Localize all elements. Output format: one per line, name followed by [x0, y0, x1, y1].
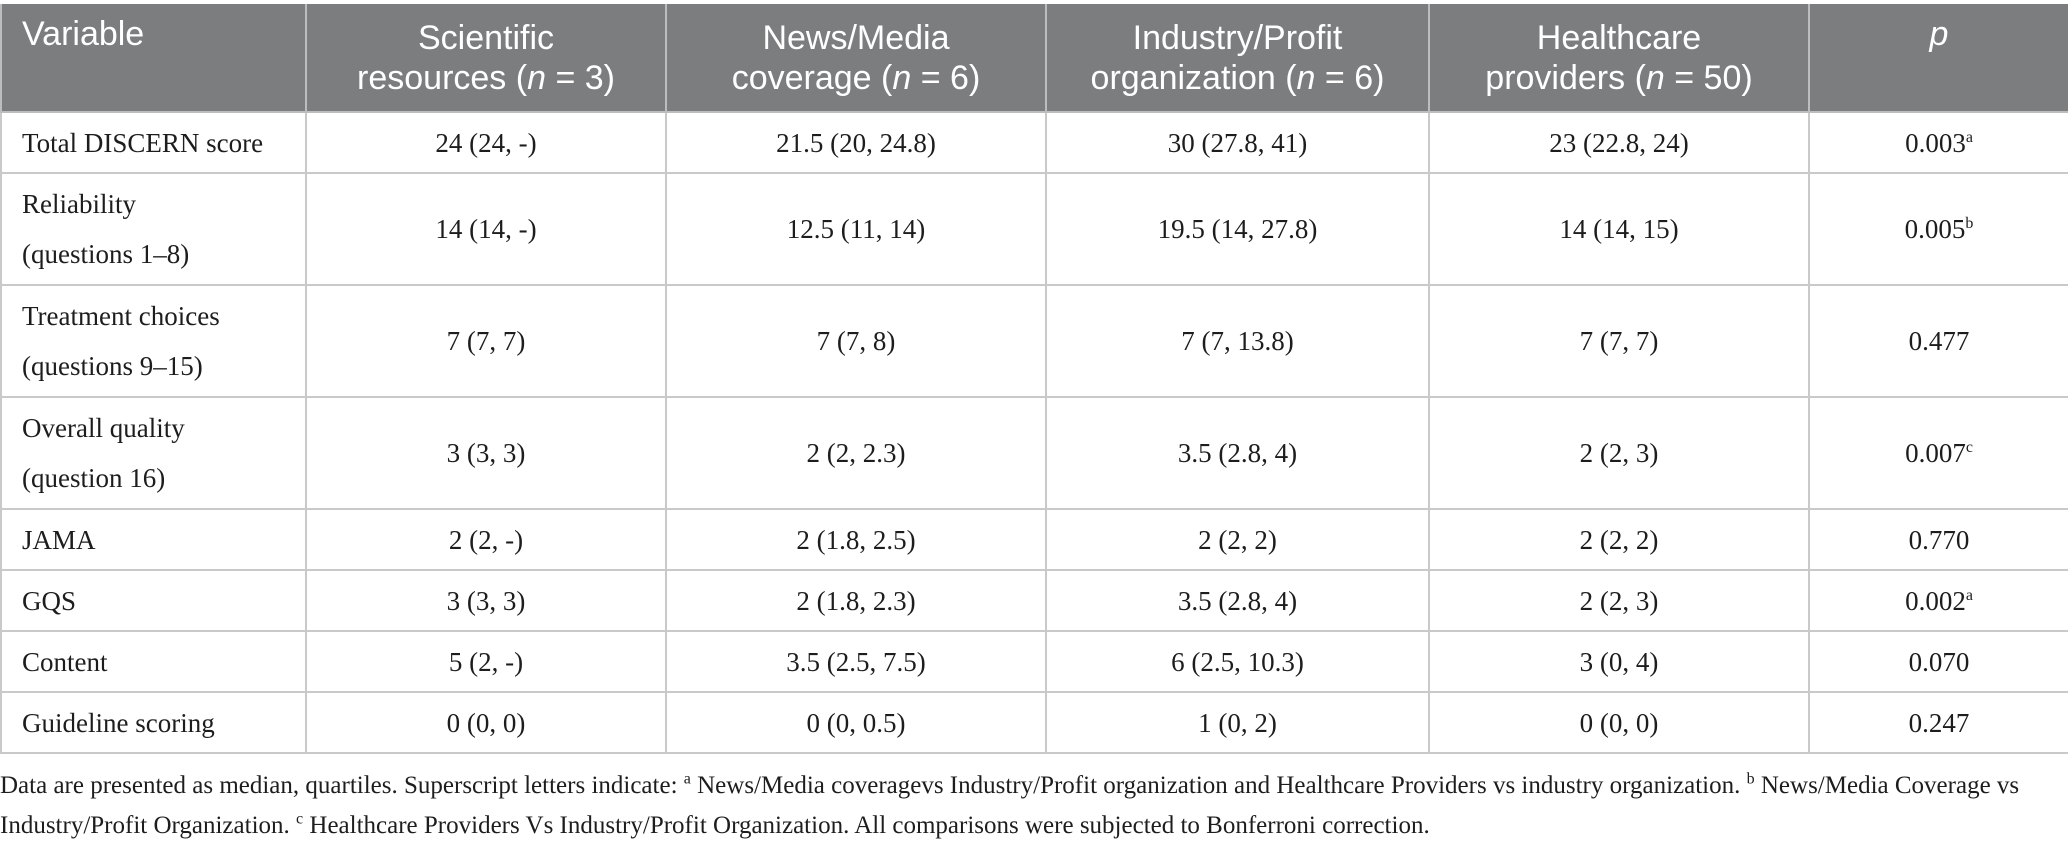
table-row: Reliability (questions 1–8) 14 (14, -) 12…	[0, 172, 2068, 286]
cell-p-value: 0.003a	[1808, 111, 2068, 174]
table-row: Total DISCERN score 24 (24, -) 21.5 (20,…	[0, 111, 2068, 174]
row-label: GQS	[0, 569, 307, 632]
cell-p-value: 0.770	[1808, 508, 2068, 571]
row-label: Guideline scoring	[0, 691, 307, 754]
row-label: Overall quality (question 16)	[0, 396, 307, 510]
table-footnote: Data are presented as median, quartiles.…	[0, 770, 2020, 839]
cell-scientific: 24 (24, -)	[305, 111, 667, 174]
cell-p-value: 0.247	[1808, 691, 2068, 754]
header-variable: Variable	[0, 4, 307, 113]
row-label: Content	[0, 630, 307, 693]
row-label: Treatment choices (questions 9–15)	[0, 284, 307, 398]
table-row: Overall quality (question 16) 3 (3, 3) 2 …	[0, 396, 2068, 510]
header-p-value: p	[1808, 4, 2068, 113]
header-industry-profit: Industry/Profit organization (n = 6)	[1045, 4, 1430, 113]
cell-healthcare: 2 (2, 3)	[1428, 569, 1810, 632]
row-label: Reliability (questions 1–8)	[0, 172, 307, 286]
cell-industry: 7 (7, 13.8)	[1045, 284, 1430, 398]
cell-industry: 30 (27.8, 41)	[1045, 111, 1430, 174]
cell-news-media: 21.5 (20, 24.8)	[665, 111, 1047, 174]
cell-scientific: 2 (2, -)	[305, 508, 667, 571]
cell-healthcare: 2 (2, 3)	[1428, 396, 1810, 510]
table-row: Treatment choices (questions 9–15) 7 (7, …	[0, 284, 2068, 398]
cell-healthcare: 2 (2, 2)	[1428, 508, 1810, 571]
cell-industry: 3.5 (2.8, 4)	[1045, 569, 1430, 632]
cell-healthcare: 3 (0, 4)	[1428, 630, 1810, 693]
cell-news-media: 3.5 (2.5, 7.5)	[665, 630, 1047, 693]
cell-p-value: 0.070	[1808, 630, 2068, 693]
cell-industry: 6 (2.5, 10.3)	[1045, 630, 1430, 693]
table-row: Content 5 (2, -) 3.5 (2.5, 7.5) 6 (2.5, …	[0, 630, 2068, 693]
cell-healthcare: 0 (0, 0)	[1428, 691, 1810, 754]
cell-news-media: 12.5 (11, 14)	[665, 172, 1047, 286]
header-news-media: News/Media coverage (n = 6)	[665, 4, 1047, 113]
cell-scientific: 0 (0, 0)	[305, 691, 667, 754]
header-row: Variable Scientific resources (n = 3) Ne…	[0, 4, 2068, 113]
cell-scientific: 3 (3, 3)	[305, 569, 667, 632]
cell-scientific: 5 (2, -)	[305, 630, 667, 693]
cell-industry: 2 (2, 2)	[1045, 508, 1430, 571]
cell-scientific: 14 (14, -)	[305, 172, 667, 286]
cell-healthcare: 23 (22.8, 24)	[1428, 111, 1810, 174]
row-label: JAMA	[0, 508, 307, 571]
table-row: Guideline scoring 0 (0, 0) 0 (0, 0.5) 1 …	[0, 691, 2068, 754]
cell-p-value: 0.007c	[1808, 396, 2068, 510]
cell-industry: 19.5 (14, 27.8)	[1045, 172, 1430, 286]
cell-news-media: 7 (7, 8)	[665, 284, 1047, 398]
table-row: GQS 3 (3, 3) 2 (1.8, 2.3) 3.5 (2.8, 4) 2…	[0, 569, 2068, 632]
cell-news-media: 0 (0, 0.5)	[665, 691, 1047, 754]
cell-news-media: 2 (1.8, 2.5)	[665, 508, 1047, 571]
cell-healthcare: 14 (14, 15)	[1428, 172, 1810, 286]
cell-scientific: 3 (3, 3)	[305, 396, 667, 510]
cell-p-value: 0.002a	[1808, 569, 2068, 632]
cell-industry: 1 (0, 2)	[1045, 691, 1430, 754]
cell-p-value: 0.477	[1808, 284, 2068, 398]
cell-healthcare: 7 (7, 7)	[1428, 284, 1810, 398]
cell-news-media: 2 (1.8, 2.3)	[665, 569, 1047, 632]
results-table: Variable Scientific resources (n = 3) Ne…	[0, 4, 2068, 754]
cell-industry: 3.5 (2.8, 4)	[1045, 396, 1430, 510]
cell-p-value: 0.005b	[1808, 172, 2068, 286]
table-row: JAMA 2 (2, -) 2 (1.8, 2.5) 2 (2, 2) 2 (2…	[0, 508, 2068, 571]
header-healthcare-providers: Healthcare providers (n = 50)	[1428, 4, 1810, 113]
row-label: Total DISCERN score	[0, 111, 307, 174]
header-scientific-resources: Scientific resources (n = 3)	[305, 4, 667, 113]
cell-news-media: 2 (2, 2.3)	[665, 396, 1047, 510]
cell-scientific: 7 (7, 7)	[305, 284, 667, 398]
